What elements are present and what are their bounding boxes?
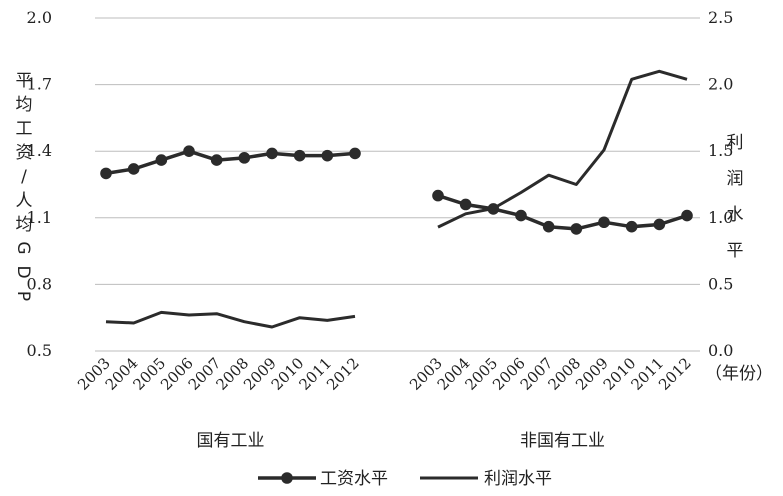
- data-point-wage: [100, 167, 112, 180]
- y-left-axis-label: P: [13, 291, 33, 301]
- data-point-wage: [598, 216, 610, 229]
- y-right-tick-label: 1.0: [708, 208, 733, 227]
- data-point-wage: [127, 163, 140, 175]
- legend-profit-label: 利润水平: [484, 469, 552, 489]
- y-right-tick-label: 2.0: [708, 75, 733, 94]
- y-right-tick-label: 1.5: [708, 141, 733, 160]
- data-point-wage: [238, 152, 251, 164]
- y-left-axis-label: 平: [16, 71, 33, 91]
- panel-group-label: 国有工业: [197, 431, 265, 451]
- series-line-wage: [105, 149, 356, 176]
- y-right-axis-label: 水: [727, 205, 744, 225]
- y-left-tick-label: 1.7: [27, 75, 52, 94]
- y-left-axis-label: 均: [16, 95, 33, 115]
- data-point-wage: [459, 198, 472, 211]
- y-right-tick-label: 2.5: [708, 8, 733, 27]
- y-left-tick-label: 0.5: [27, 341, 52, 360]
- y-left-axis-label: 人: [16, 191, 33, 211]
- y-left-axis-label: 工: [16, 119, 33, 139]
- data-point-wage: [625, 220, 638, 233]
- y-left-tick-label: 1.4: [27, 141, 52, 160]
- data-point-wage: [542, 220, 555, 233]
- series-line-profit: [437, 69, 688, 229]
- data-point-wage: [183, 145, 195, 157]
- data-point-wage: [432, 189, 444, 202]
- y-left-axis-label: /: [21, 167, 27, 187]
- y-left-tick-label: 2.0: [27, 8, 52, 27]
- data-point-wage: [155, 154, 168, 166]
- y-left-axis-label: 资: [16, 143, 33, 163]
- data-point-wage: [349, 147, 361, 160]
- legend-wage-marker: [281, 472, 293, 484]
- y-left-tick-label: 0.8: [27, 274, 52, 293]
- y-right-axis-label: 润: [727, 169, 744, 189]
- data-point-wage: [515, 209, 527, 222]
- legend-wage-label: 工资水平: [320, 469, 388, 489]
- data-point-wage: [293, 149, 306, 162]
- data-point-wage: [266, 147, 278, 160]
- y-right-axis-label: 利: [727, 133, 744, 153]
- x-tick-label: 2012: [323, 354, 363, 394]
- data-point-wage: [570, 223, 583, 235]
- y-left-axis-label: 均: [16, 215, 33, 235]
- series-line-wage: [437, 193, 688, 231]
- data-point-wage: [321, 149, 334, 162]
- y-right-tick-label: 0.5: [708, 274, 733, 293]
- x-tick-label: 2012: [655, 354, 695, 394]
- data-point-wage: [210, 154, 223, 166]
- series-line-profit: [105, 310, 356, 329]
- y-left-tick-label: 1.1: [27, 208, 52, 227]
- panel-group-label: 非国有工业: [520, 431, 605, 451]
- y-left-axis-label: G: [13, 241, 33, 254]
- data-point-wage: [681, 209, 693, 222]
- y-right-axis-label: 平: [727, 241, 744, 261]
- y-right-tick-label: 0.0: [708, 341, 733, 360]
- x-unit-label: （年份）: [705, 364, 773, 384]
- data-point-wage: [653, 218, 666, 231]
- y-left-axis-label: D: [13, 265, 33, 278]
